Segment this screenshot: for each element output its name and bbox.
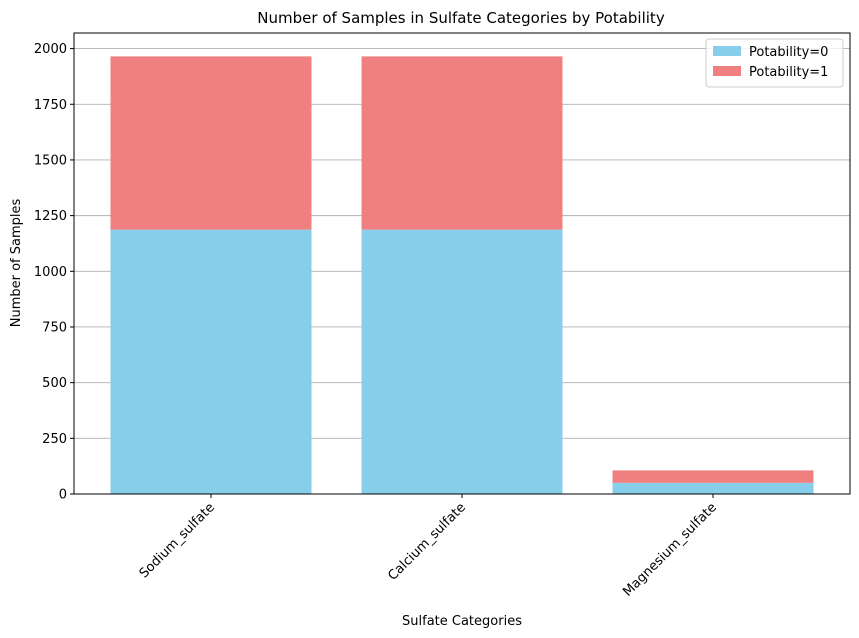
x-tick-label: Magnesium_sulfate <box>620 500 720 600</box>
y-tick-label: 1250 <box>34 209 67 224</box>
y-tick-label: 0 <box>59 488 67 503</box>
y-tick-label: 1000 <box>34 265 67 280</box>
y-tick-label: 2000 <box>34 42 67 57</box>
legend-label: Potability=1 <box>749 65 828 80</box>
x-tick-label: Sodium_sulfate <box>137 500 218 581</box>
x-tick-label: Calcium_sulfate <box>385 500 469 584</box>
bars-layer <box>110 56 814 494</box>
legend-swatch <box>713 46 741 56</box>
y-axis-label: Number of Samples <box>9 199 24 328</box>
bar-sodium-sulfate-series-0 <box>110 229 312 494</box>
legend: Potability=0 Potability=1 <box>705 38 844 88</box>
x-axis: Sodium_sulfate Calcium_sulfate Magnesium_s… <box>137 494 720 600</box>
legend-label: Potability=0 <box>749 45 828 60</box>
chart-title: Number of Samples in Sulfate Categories … <box>257 9 665 27</box>
y-tick-label: 250 <box>42 432 67 447</box>
y-axis: 0 250 500 750 1000 1250 1500 1750 2000 <box>34 42 74 503</box>
bar-calcium-sulfate-series-1 <box>361 56 563 230</box>
y-tick-label: 750 <box>42 320 67 335</box>
x-axis-label: Sulfate Categories <box>402 614 522 629</box>
legend-swatch <box>713 66 741 76</box>
bar-calcium-sulfate-series-0 <box>361 229 563 494</box>
y-tick-label: 1750 <box>34 98 67 113</box>
bar-sodium-sulfate-series-1 <box>110 56 312 230</box>
y-tick-label: 500 <box>42 376 67 391</box>
y-tick-label: 1500 <box>34 153 67 168</box>
bar-magnesium-sulfate-series-0 <box>612 482 814 494</box>
bar-magnesium-sulfate-series-1 <box>612 470 814 483</box>
